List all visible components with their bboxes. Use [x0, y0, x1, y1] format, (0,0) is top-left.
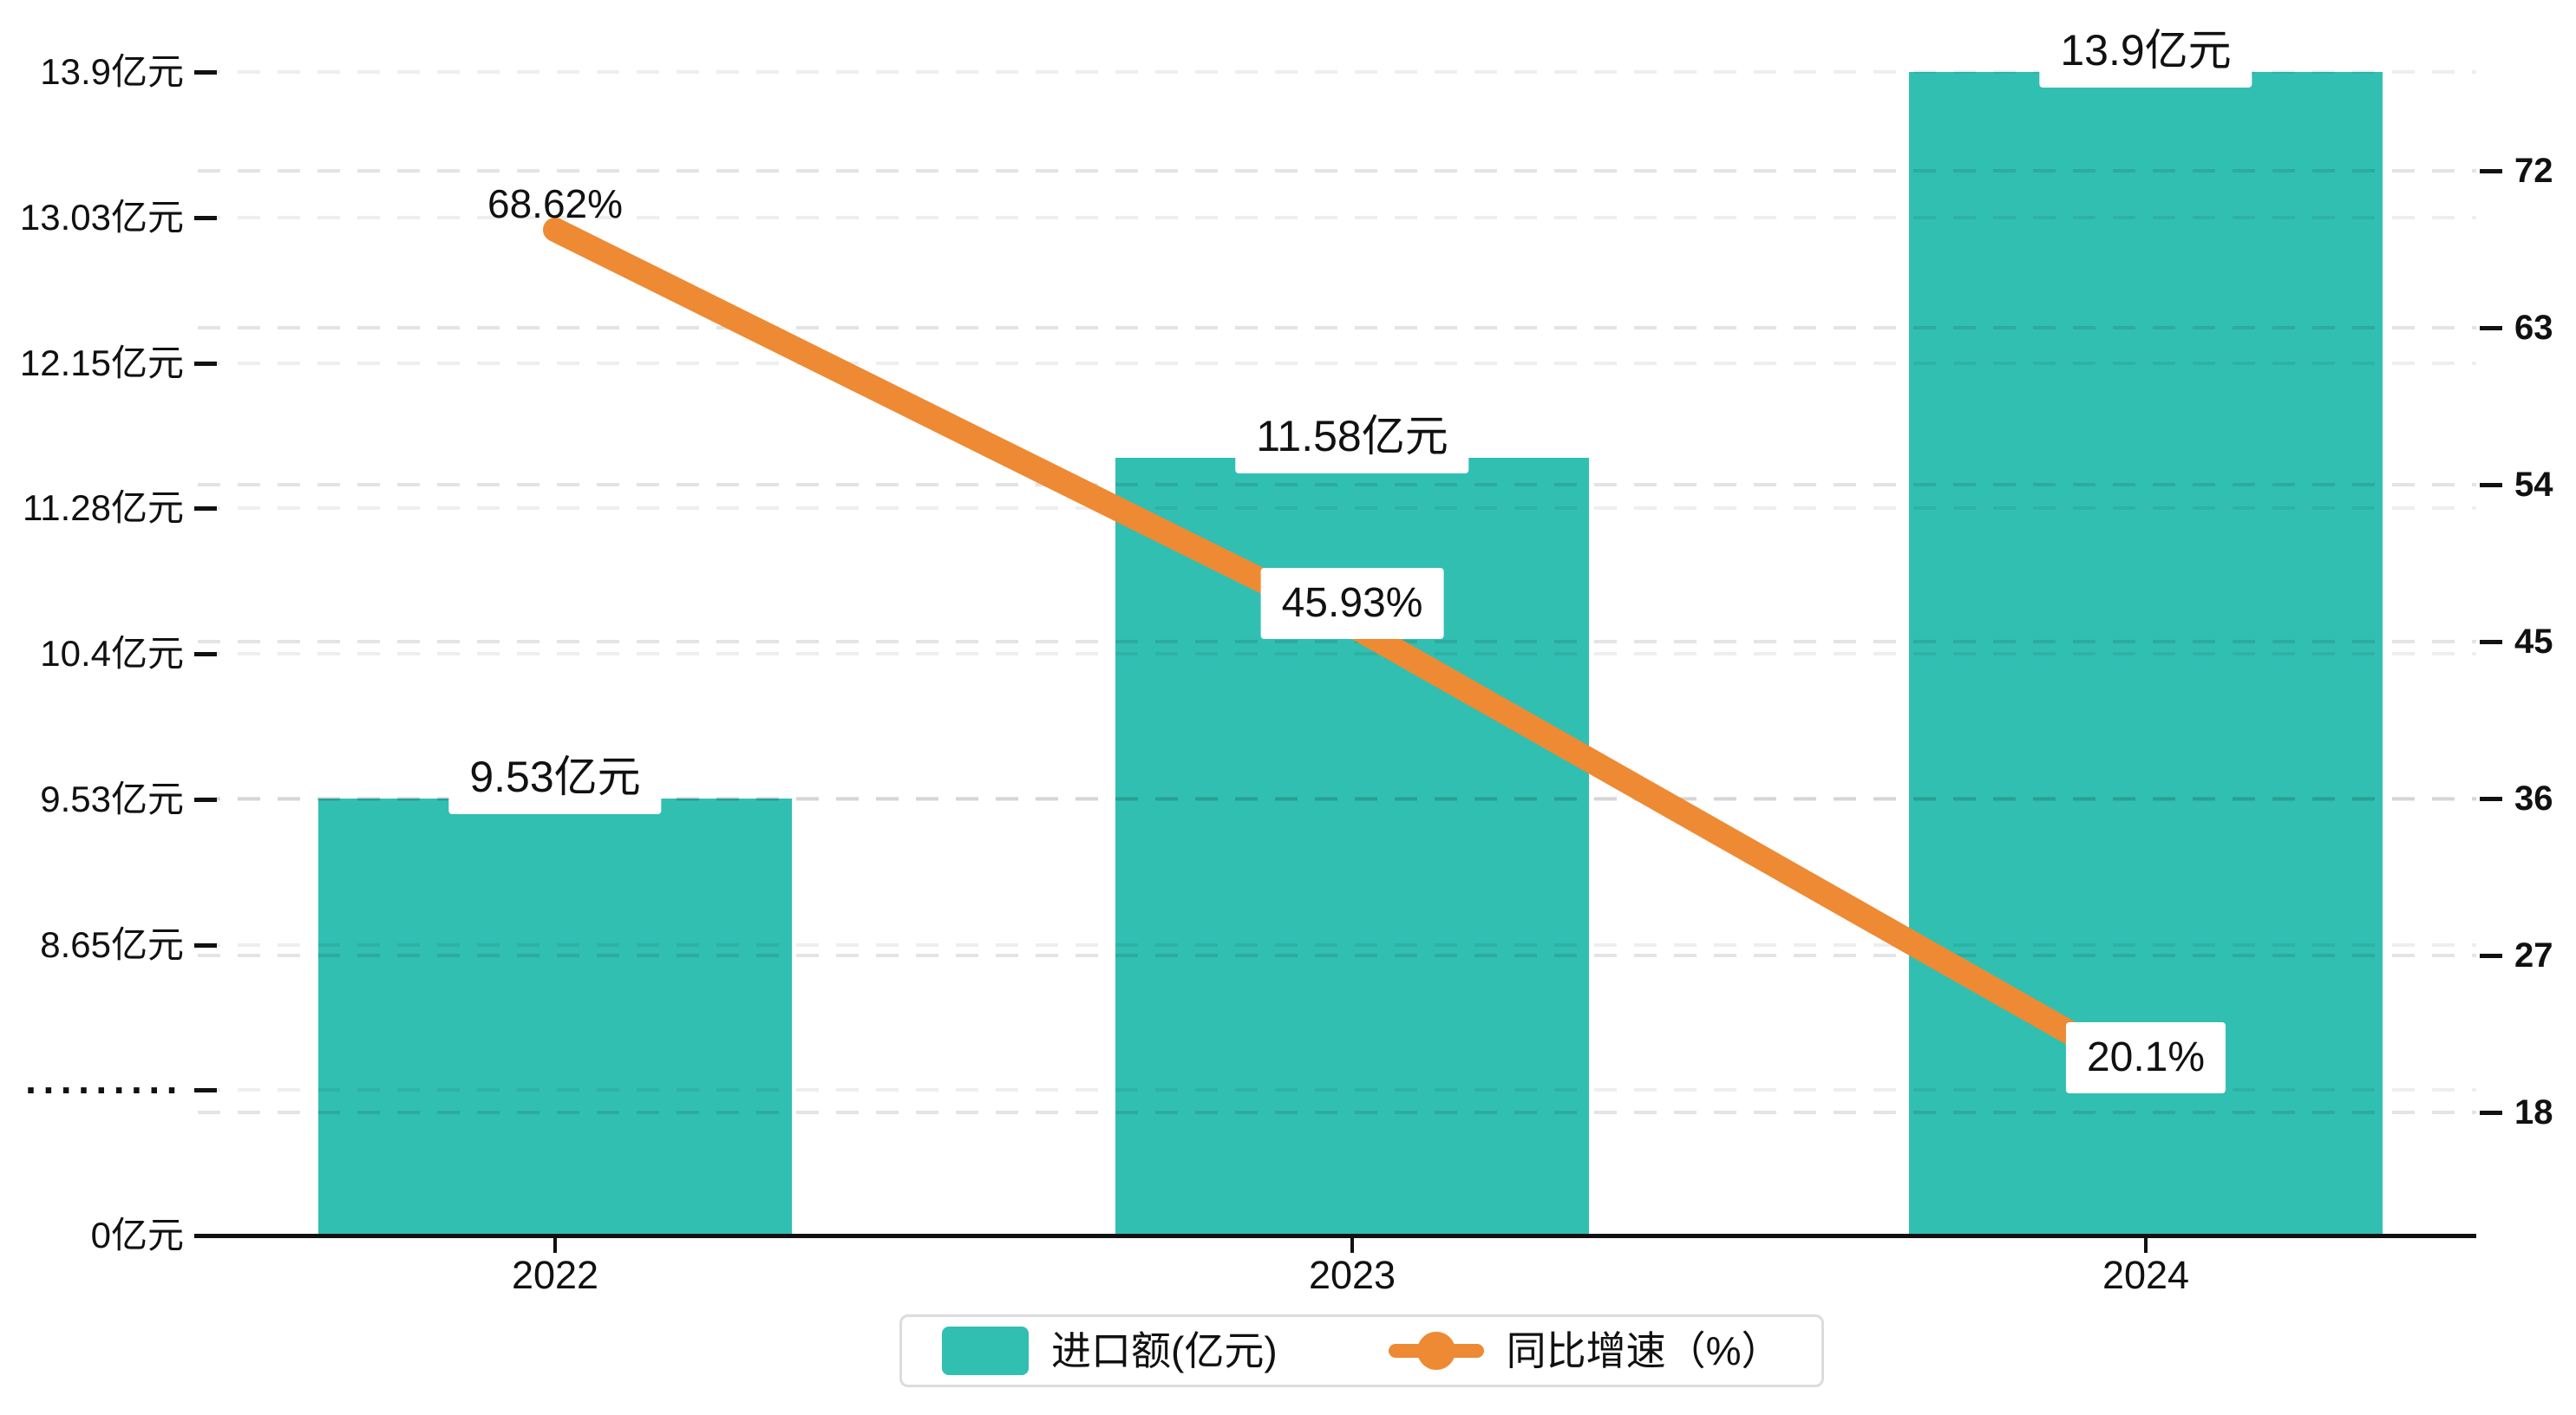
gridline-right [198, 326, 2476, 329]
gridline-left [198, 70, 2476, 74]
growth-line[interactable] [543, 217, 2158, 1088]
y-axis-right-tick [2480, 1111, 2502, 1115]
y-axis-left-label: 11.28亿元 [23, 487, 184, 529]
gridline-left [198, 361, 2476, 365]
gridline-right [198, 1111, 2476, 1114]
legend: 进口额(亿元) 同比增速（%） [899, 1314, 1824, 1387]
bar-series-swatch-icon [942, 1327, 1029, 1375]
gridline-left [198, 797, 2476, 801]
legend-item-import-amount[interactable]: 进口额(亿元) [942, 1327, 1278, 1375]
line-series-dot-icon [1416, 1332, 1455, 1370]
y-axis-right-tick [2480, 169, 2502, 173]
bar-value-label: 9.53亿元 [448, 739, 662, 814]
y-axis-left-label: 0亿元 [90, 1215, 184, 1255]
y-axis-left-tick [194, 797, 217, 802]
x-axis-label: 2023 [1308, 1253, 1396, 1297]
gridline-right [198, 797, 2476, 800]
line-series-swatch-icon [1388, 1332, 1484, 1370]
y-axis-right-label: 27 [2514, 936, 2553, 975]
gridline-right [198, 954, 2476, 957]
gridline-left [198, 652, 2476, 655]
gridline-left [198, 942, 2476, 947]
y-axis-right-label: 36 [2514, 779, 2553, 818]
gridline-left [198, 506, 2476, 511]
y-axis-right-tick [2480, 797, 2502, 801]
bar-value-label: 13.9亿元 [2039, 13, 2252, 88]
y-axis-right-label: 45 [2514, 623, 2553, 661]
y-axis-left-label: 12.15亿元 [19, 342, 184, 383]
y-axis-left-label: 13.03亿元 [19, 196, 184, 238]
y-axis-right-label: 63 [2514, 309, 2553, 347]
gridline-left [198, 1088, 2476, 1092]
x-axis-tick [1350, 1237, 1354, 1253]
y-axis-left-label: ········· [25, 1067, 184, 1113]
y-axis-right-label: 18 [2514, 1093, 2553, 1131]
legend-item-growth-rate[interactable]: 同比增速（%） [1388, 1328, 1782, 1373]
bar-2022[interactable] [318, 798, 792, 1236]
y-axis-left-tick [194, 361, 217, 366]
y-axis-left-label: 10.4亿元 [40, 633, 184, 674]
y-axis-right-label: 72 [2514, 152, 2553, 190]
x-axis-tick [553, 1237, 557, 1253]
y-axis-left-tick [194, 506, 217, 512]
y-axis-right-tick [2480, 640, 2502, 644]
y-axis-left-label: 8.65亿元 [40, 923, 184, 965]
y-axis-left-tick [194, 215, 217, 220]
gridline-right [198, 169, 2476, 173]
y-axis-left-tick [194, 942, 217, 948]
y-axis-right-tick [2480, 326, 2502, 330]
y-axis-left-tick [194, 1088, 217, 1093]
line-point-label: 45.93% [1260, 568, 1444, 640]
legend-label-import-amount: 进口额(亿元) [1051, 1328, 1278, 1373]
bar-value-label: 11.58亿元 [1235, 398, 1469, 473]
line-point-label: 20.1% [2065, 1021, 2226, 1093]
x-axis-tick [2144, 1237, 2148, 1253]
y-axis-left-label: 9.53亿元 [40, 778, 184, 819]
gridline-right [198, 483, 2476, 486]
y-axis-left-tick [194, 70, 217, 75]
line-point-label: 68.62% [487, 180, 624, 226]
y-axis-left-tick [194, 652, 217, 656]
y-axis-left-label: 13.9亿元 [40, 51, 184, 92]
x-axis-line [198, 1234, 2476, 1238]
y-axis-right-tick [2480, 483, 2502, 487]
x-axis-label: 2024 [2102, 1253, 2190, 1297]
legend-label-growth-rate: 同比增速（%） [1506, 1328, 1782, 1373]
gridline-right [198, 640, 2476, 643]
y-axis-right-label: 54 [2514, 466, 2553, 504]
x-axis-label: 2022 [511, 1253, 599, 1297]
y-axis-right-tick [2480, 954, 2502, 958]
gridline-left [198, 215, 2476, 219]
